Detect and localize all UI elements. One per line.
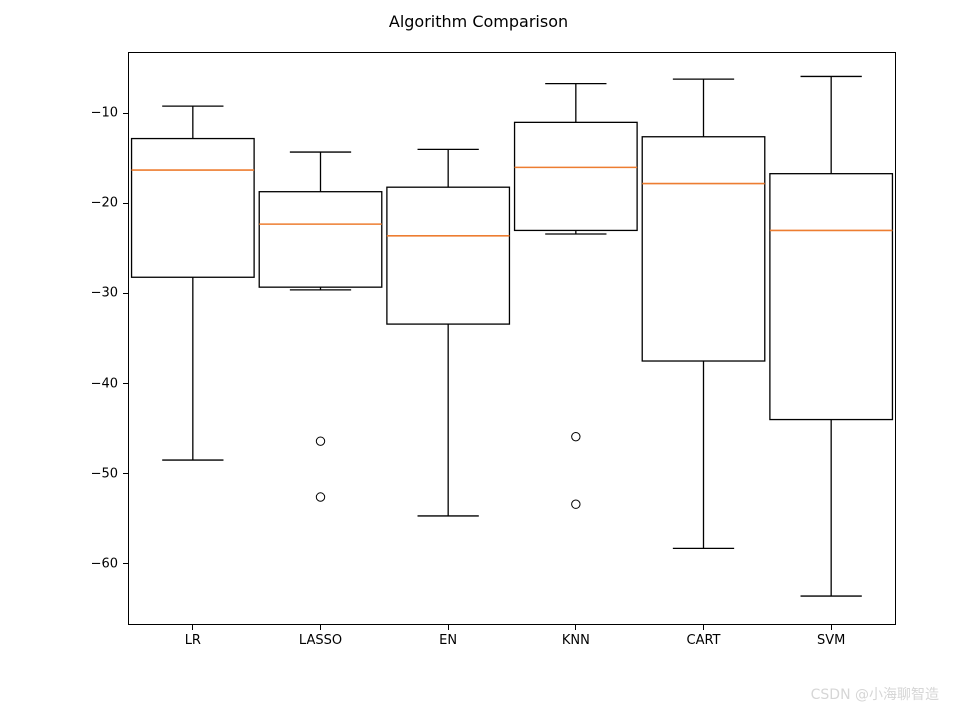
box [387,187,510,324]
x-tick-label: CART [687,633,721,648]
x-tick-label: LR [185,633,201,648]
y-tick-mark [123,113,128,114]
outlier-marker [316,493,324,501]
box [642,137,765,361]
y-tick-label: −60 [91,556,118,571]
x-tick-mark [703,625,704,630]
x-tick-mark [320,625,321,630]
box [259,192,382,287]
x-tick-label: LASSO [299,633,342,648]
outlier-marker [316,437,324,445]
y-tick-label: −50 [91,466,118,481]
box [515,122,638,230]
x-tick-mark [831,625,832,630]
x-tick-mark [192,625,193,630]
watermark-text: CSDN @小海聊智造 [811,684,939,704]
y-tick-mark [123,293,128,294]
outlier-marker [572,432,580,440]
y-tick-label: −30 [91,286,118,301]
y-tick-label: −40 [91,376,118,391]
boxplot-svg [129,53,895,624]
x-tick-label: EN [439,633,457,648]
box [770,174,893,420]
box [132,139,255,278]
outlier-marker [572,500,580,508]
chart-container: Algorithm Comparison −10−20−30−40−50−60 … [0,0,957,714]
y-tick-mark [123,473,128,474]
y-tick-mark [123,203,128,204]
y-tick-label: −10 [91,106,118,121]
chart-title: Algorithm Comparison [0,12,957,31]
x-tick-label: SVM [817,633,845,648]
y-tick-mark [123,563,128,564]
y-tick-label: −20 [91,196,118,211]
y-tick-mark [123,383,128,384]
x-tick-mark [575,625,576,630]
x-tick-label: KNN [562,633,590,648]
x-tick-mark [448,625,449,630]
plot-area [128,52,896,625]
